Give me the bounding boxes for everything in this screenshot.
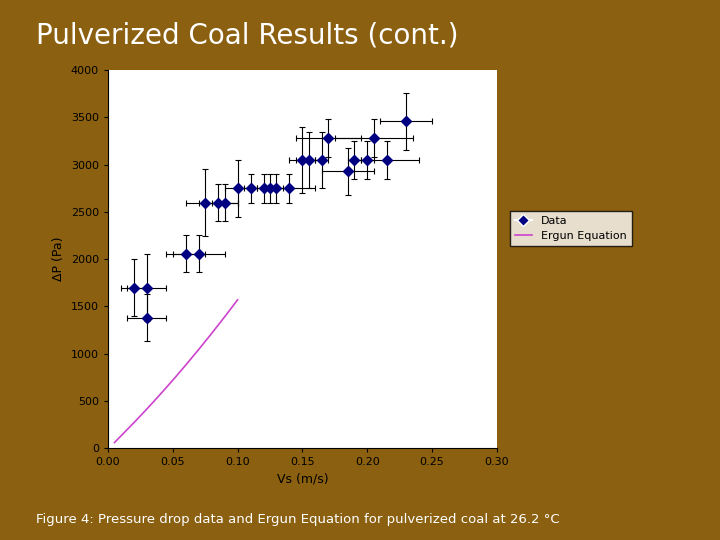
Text: Pulverized Coal Results (cont.): Pulverized Coal Results (cont.)	[36, 22, 459, 50]
Y-axis label: ΔP (Pa): ΔP (Pa)	[53, 237, 66, 281]
Legend: Data, Ergun Equation: Data, Ergun Equation	[510, 211, 632, 246]
X-axis label: Vs (m/s): Vs (m/s)	[276, 473, 328, 486]
Text: Figure 4: Pressure drop data and Ergun Equation for pulverized coal at 26.2 °C: Figure 4: Pressure drop data and Ergun E…	[36, 513, 559, 526]
